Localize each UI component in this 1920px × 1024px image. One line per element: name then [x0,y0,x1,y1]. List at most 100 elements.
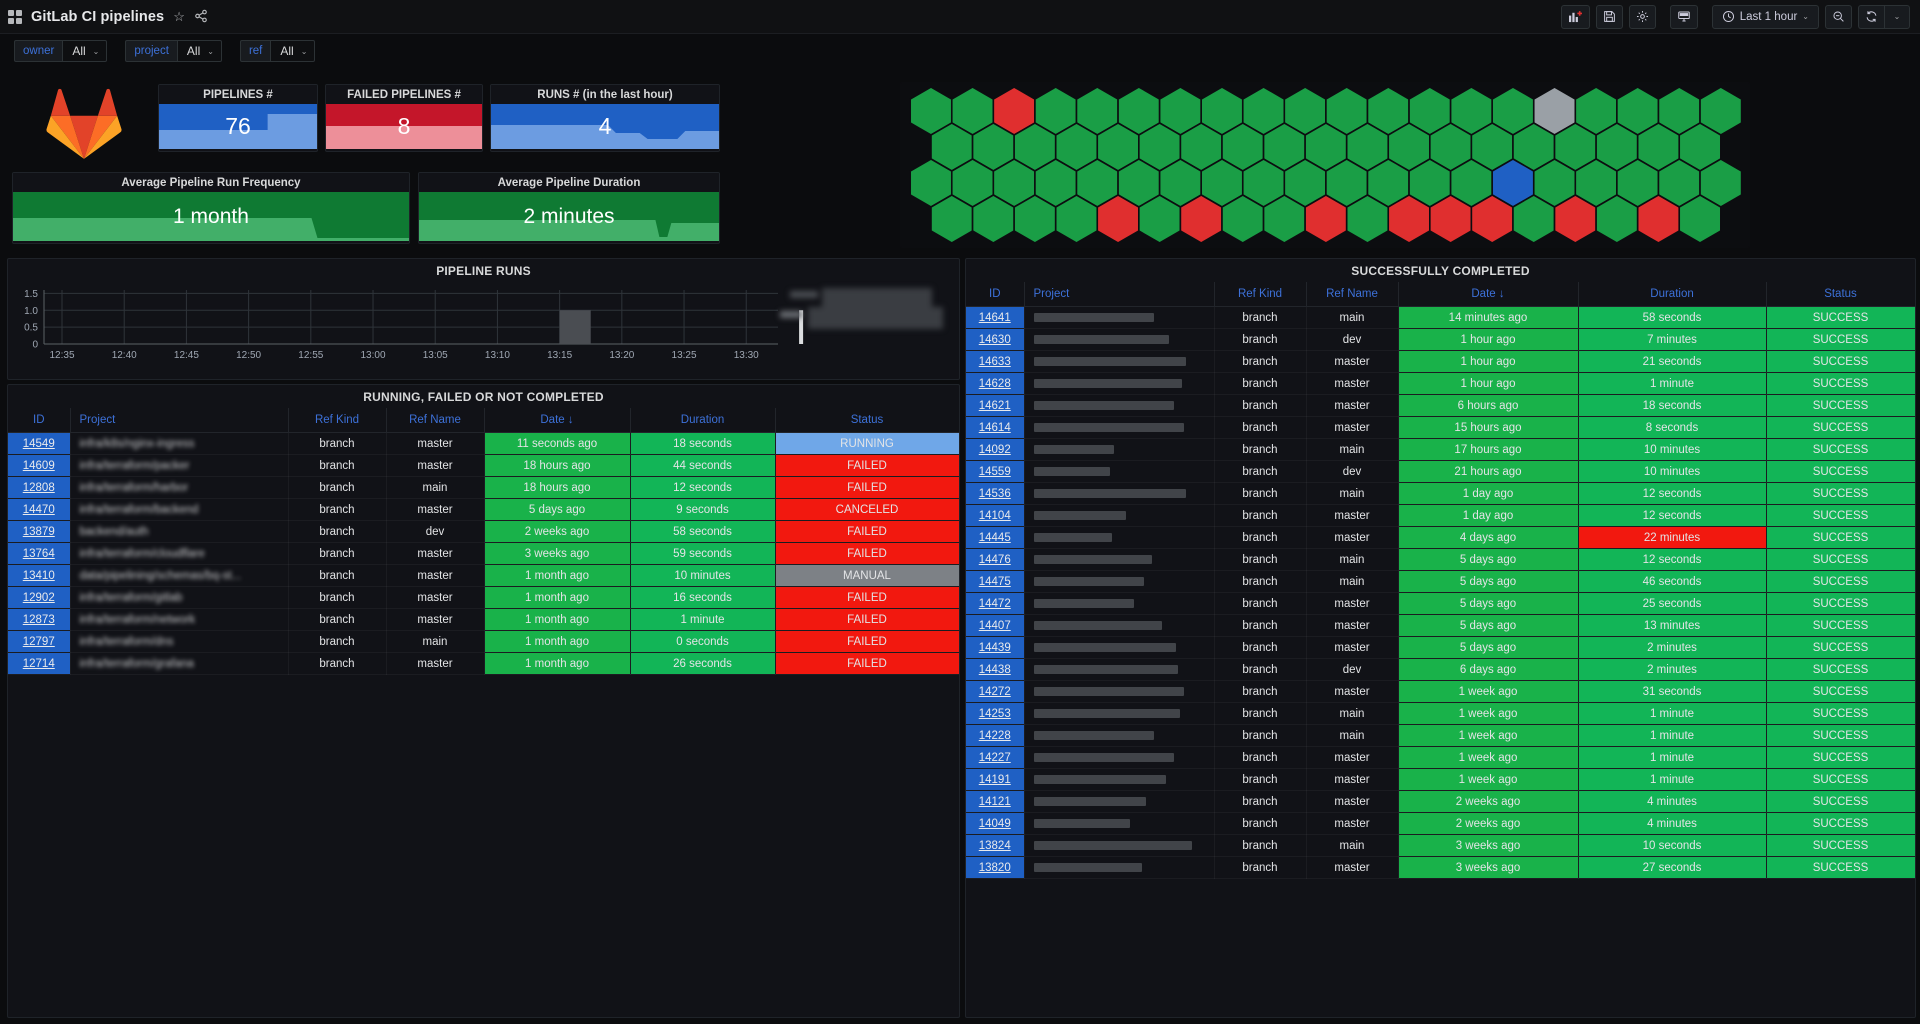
pipeline-id-cell[interactable]: 14549 [8,432,71,455]
pipeline-id-link[interactable]: 12808 [22,481,55,494]
column-header-duration[interactable]: Duration [1578,282,1767,307]
column-header-ref-kind[interactable]: Ref Kind [288,408,387,433]
column-header-id[interactable]: ID [966,282,1025,307]
pipeline-id-link[interactable]: 14475 [978,575,1011,588]
table-row[interactable]: 14549 infra/k8s/nginx-ingress branch master… [8,432,959,455]
table-row[interactable]: 12873 infra/terraform/network branch master… [8,608,959,631]
pipeline-id-cell[interactable]: 13824 [966,834,1025,857]
table-row[interactable]: 14272 branch master 1 week ago 31 seconds SUC… [966,680,1915,703]
pipeline-id-cell[interactable]: 14228 [966,724,1025,747]
table-row[interactable]: 12797 infra/terraform/dns branch main 1 mont… [8,630,959,653]
pipeline-id-cell[interactable]: 12873 [8,608,71,631]
pipeline-id-link[interactable]: 14549 [22,437,55,450]
pipeline-id-cell[interactable]: 13764 [8,542,71,565]
table-row[interactable]: 14121 branch master 2 weeks ago 4 minutes SUC… [966,790,1915,813]
table-row[interactable]: 13410 data/pipelining/schemas/bq-st... bra… [8,564,959,587]
pipeline-id-link[interactable]: 13824 [978,839,1011,852]
pipeline-id-link[interactable]: 14476 [978,553,1011,566]
pipeline-id-link[interactable]: 13410 [22,569,55,582]
dashboard-settings-button[interactable] [1628,4,1656,29]
pipeline-id-link[interactable]: 14049 [978,817,1011,830]
zoom-out-time-button[interactable] [1825,4,1852,29]
table-row[interactable]: 14621 branch master 6 hours ago 18 seconds SU… [966,394,1915,417]
table-row[interactable]: 12808 infra/terraform/harbor branch main 18 … [8,476,959,499]
table-row[interactable]: 14407 branch master 5 days ago 13 minutes SUC… [966,614,1915,637]
column-header-ref-name[interactable]: Ref Name [386,408,485,433]
bar[interactable] [799,310,804,344]
pipeline-id-link[interactable]: 14121 [978,795,1011,808]
pipeline-id-cell[interactable]: 12902 [8,586,71,609]
table-row[interactable]: 14228 branch main 1 week ago 1 minute SUCCESS [966,724,1915,747]
pipeline-runs-chart[interactable]: 0 0.5 1.0 1.5 12:35 12:40 12:45 12:50 12:55 13:00… [8,282,959,377]
pipeline-id-link[interactable]: 14472 [978,597,1011,610]
table-row[interactable]: 13764 infra/terraform/cloudflare branch mas… [8,542,959,565]
table-row[interactable]: 14439 branch master 5 days ago 2 minutes SUCC… [966,636,1915,659]
pipeline-id-link[interactable]: 13820 [978,861,1011,874]
pipeline-id-link[interactable]: 14439 [978,641,1011,654]
column-header-status[interactable]: Status [1766,282,1915,307]
pipeline-id-cell[interactable]: 12797 [8,630,71,653]
pipeline-id-cell[interactable]: 14472 [966,592,1025,615]
pipeline-id-link[interactable]: 14536 [978,487,1011,500]
save-dashboard-button[interactable] [1595,4,1623,29]
table-row[interactable]: 14092 branch main 17 hours ago 10 minutes SUC… [966,438,1915,461]
pipeline-id-link[interactable]: 14407 [978,619,1011,632]
pipeline-id-link[interactable]: 12714 [22,657,55,670]
pipeline-id-cell[interactable]: 14633 [966,350,1025,373]
table-row[interactable]: 14536 branch main 1 day ago 12 seconds SUCCES… [966,482,1915,505]
pipeline-id-cell[interactable]: 14121 [966,790,1025,813]
pipeline-id-cell[interactable]: 14476 [966,548,1025,571]
table-row[interactable]: 14641 branch main 14 minutes ago 58 seconds S… [966,306,1915,329]
pipeline-id-cell[interactable]: 14272 [966,680,1025,703]
pipeline-id-link[interactable]: 14633 [978,355,1011,368]
pipeline-id-link[interactable]: 14641 [978,311,1011,324]
pipeline-id-link[interactable]: 14104 [978,509,1011,522]
tv-mode-button[interactable] [1669,4,1698,29]
table-row[interactable]: 14475 branch main 5 days ago 46 seconds SUCCE… [966,570,1915,593]
bar[interactable] [559,310,591,344]
pipeline-id-link[interactable]: 14470 [22,503,55,516]
table-row[interactable]: 13820 branch master 3 weeks ago 27 seconds SU… [966,856,1915,879]
table-row[interactable]: 13879 backend/auth branch dev 2 weeks ago 58 … [8,520,959,543]
table-row[interactable]: 14227 branch master 1 week ago 1 minute SUCCE… [966,746,1915,769]
pipeline-id-cell[interactable]: 14641 [966,306,1025,329]
column-header-ref-name[interactable]: Ref Name [1306,282,1399,307]
pipeline-id-link[interactable]: 14621 [978,399,1011,412]
pipeline-id-link[interactable]: 14228 [978,729,1011,742]
pipeline-id-link[interactable]: 14559 [978,465,1011,478]
column-header-project[interactable]: Project [70,408,289,433]
pipeline-id-link[interactable]: 12797 [22,635,55,648]
pipeline-id-cell[interactable]: 14628 [966,372,1025,395]
table-row[interactable]: 14628 branch master 1 hour ago 1 minute SUCCE… [966,372,1915,395]
running-failed-table[interactable]: ID Project Ref Kind Ref Name Date ↓ Duration S… [8,408,959,675]
pipeline-id-link[interactable]: 14628 [978,377,1011,390]
refresh-interval-dropdown[interactable]: ⌄ [1884,4,1910,29]
column-header-id[interactable]: ID [8,408,71,433]
pipeline-id-link[interactable]: 13764 [22,547,55,560]
table-row[interactable]: 14104 branch master 1 day ago 12 seconds SUCC… [966,504,1915,527]
pipeline-id-link[interactable]: 14614 [978,421,1011,434]
pipeline-id-link[interactable]: 14630 [978,333,1011,346]
pipeline-id-cell[interactable]: 14630 [966,328,1025,351]
pipeline-id-cell[interactable]: 12714 [8,652,71,675]
pipeline-id-cell[interactable]: 14475 [966,570,1025,593]
table-row[interactable]: 14614 branch master 15 hours ago 8 seconds SU… [966,416,1915,439]
table-row[interactable]: 12714 infra/terraform/grafana branch master… [8,652,959,675]
pipeline-id-cell[interactable]: 14536 [966,482,1025,505]
pipeline-id-cell[interactable]: 14191 [966,768,1025,791]
share-icon[interactable] [194,9,208,25]
table-row[interactable]: 14476 branch main 5 days ago 12 seconds SUCCE… [966,548,1915,571]
pipeline-id-cell[interactable]: 13820 [966,856,1025,879]
column-header-project[interactable]: Project [1024,282,1215,307]
pipeline-id-cell[interactable]: 14104 [966,504,1025,527]
table-row[interactable]: 14633 branch master 1 hour ago 21 seconds SUC… [966,350,1915,373]
pipeline-id-link[interactable]: 14092 [978,443,1011,456]
pipeline-id-cell[interactable]: 14092 [966,438,1025,461]
pipeline-id-link[interactable]: 12873 [22,613,55,626]
table-row[interactable]: 14630 branch dev 1 hour ago 7 minutes SUCCESS [966,328,1915,351]
pipeline-id-link[interactable]: 14609 [22,459,55,472]
pipeline-id-cell[interactable]: 13410 [8,564,71,587]
column-header-date[interactable]: Date ↓ [1398,282,1579,307]
pipeline-id-link[interactable]: 14438 [978,663,1011,676]
pipeline-id-cell[interactable]: 14445 [966,526,1025,549]
